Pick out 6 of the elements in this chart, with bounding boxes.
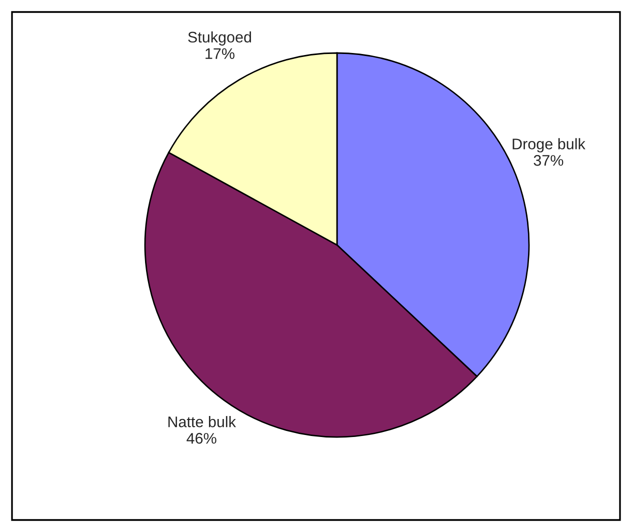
slice-label: Stukgoed bbox=[188, 31, 252, 46]
slice-label: Natte bulk bbox=[168, 416, 236, 428]
data-label: 37% bbox=[534, 155, 564, 166]
slice-label: Droge bulk bbox=[512, 138, 586, 152]
data-label: 17% bbox=[206, 48, 234, 59]
data-label: 46% bbox=[186, 432, 216, 444]
